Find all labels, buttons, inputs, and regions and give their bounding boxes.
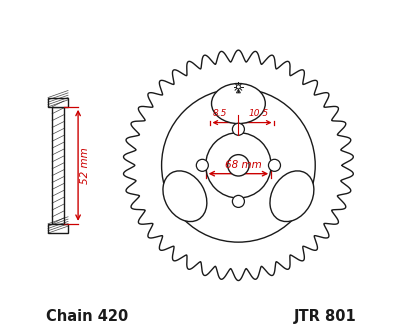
Text: 52 mm: 52 mm <box>80 147 90 184</box>
Ellipse shape <box>212 84 265 124</box>
Ellipse shape <box>270 171 314 221</box>
Text: 8.5: 8.5 <box>213 109 228 118</box>
Text: JTR 801: JTR 801 <box>294 309 357 324</box>
Circle shape <box>268 159 280 171</box>
Text: 10.5: 10.5 <box>248 109 268 118</box>
Circle shape <box>232 123 244 135</box>
Ellipse shape <box>163 171 207 221</box>
Circle shape <box>236 85 240 89</box>
Circle shape <box>232 195 244 207</box>
Circle shape <box>196 159 208 171</box>
Bar <box>48 224 68 233</box>
Text: Chain 420: Chain 420 <box>46 309 129 324</box>
Text: 68 mm: 68 mm <box>225 160 262 170</box>
Bar <box>48 98 68 107</box>
Bar <box>52 107 64 224</box>
Circle shape <box>228 155 249 176</box>
